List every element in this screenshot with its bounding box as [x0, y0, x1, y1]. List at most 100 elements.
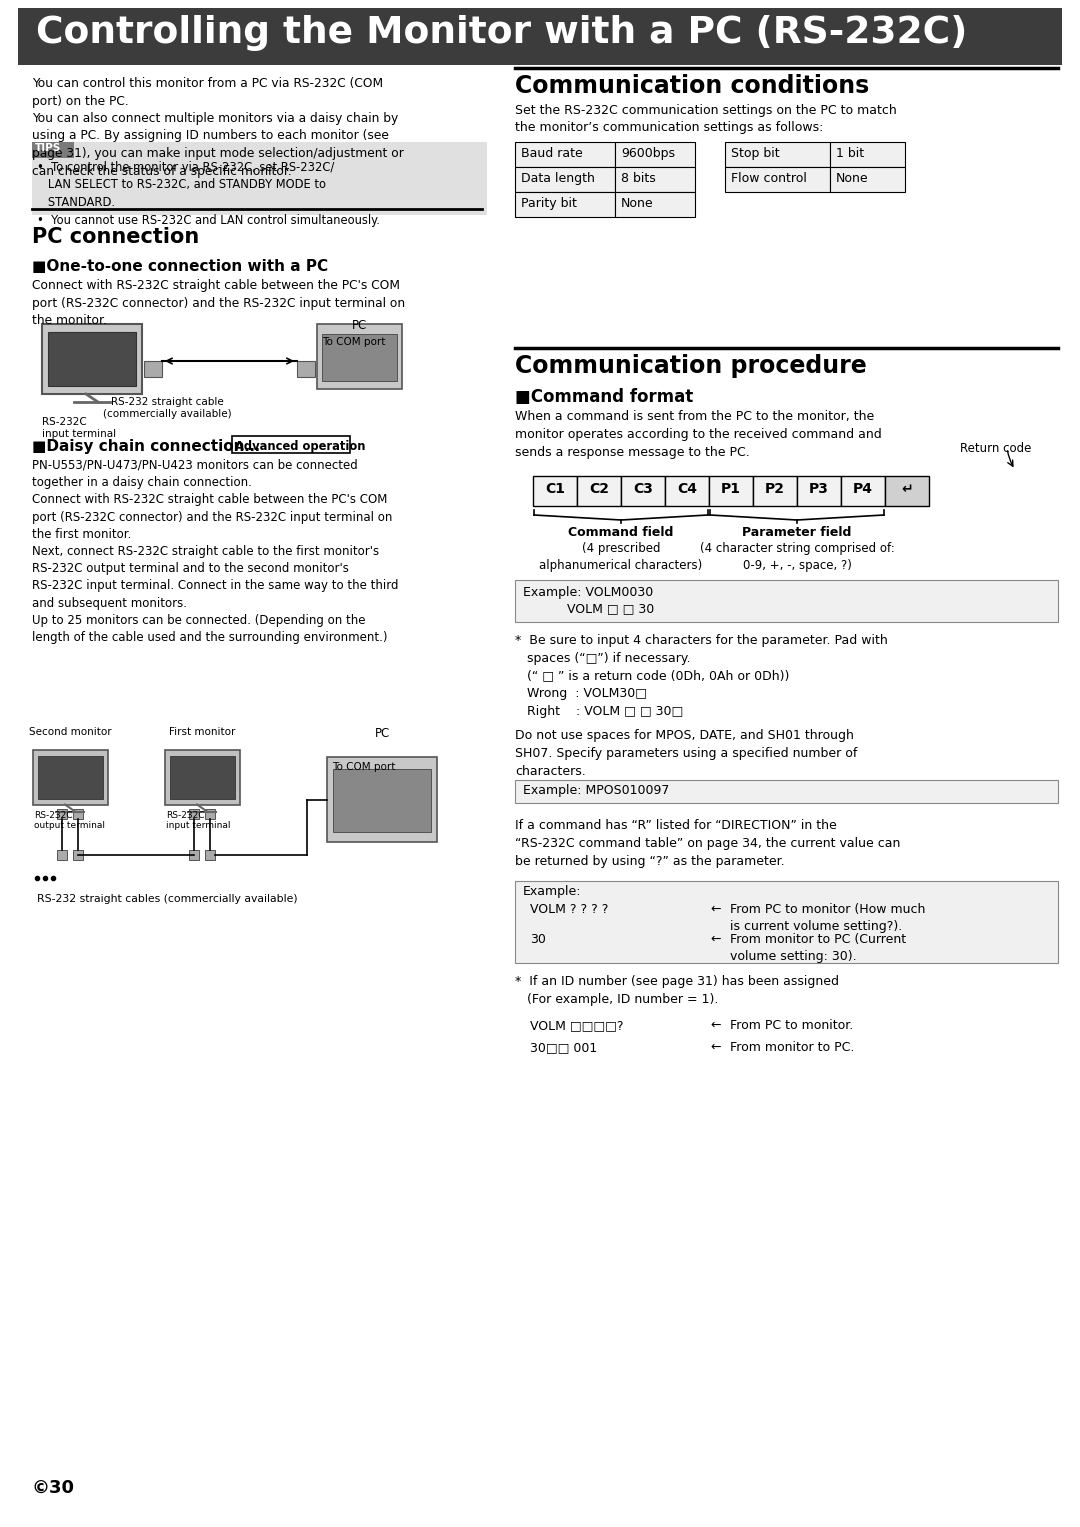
FancyBboxPatch shape [885, 476, 929, 505]
FancyBboxPatch shape [615, 166, 696, 192]
Text: P2: P2 [765, 483, 785, 496]
FancyBboxPatch shape [48, 331, 136, 386]
Text: ←: ← [710, 1019, 720, 1032]
FancyBboxPatch shape [170, 756, 234, 799]
FancyBboxPatch shape [144, 360, 162, 377]
Text: 30□□ 001: 30□□ 001 [530, 1041, 597, 1054]
FancyBboxPatch shape [577, 476, 621, 505]
FancyBboxPatch shape [32, 142, 75, 157]
Text: From PC to monitor.: From PC to monitor. [730, 1019, 853, 1032]
Text: You can control this monitor from a PC via RS-232C (COM
port) on the PC.
You can: You can control this monitor from a PC v… [32, 76, 404, 177]
Text: RS-232C
input terminal: RS-232C input terminal [166, 811, 230, 829]
Text: To COM port: To COM port [322, 337, 386, 347]
Text: *  If an ID number (see page 31) has been assigned
   (For example, ID number = : * If an ID number (see page 31) has been… [515, 976, 839, 1006]
Text: 30: 30 [530, 933, 545, 947]
FancyBboxPatch shape [38, 756, 103, 799]
Text: Command field: Command field [568, 525, 674, 539]
Text: P4: P4 [853, 483, 873, 496]
FancyBboxPatch shape [189, 849, 199, 860]
Text: Controlling the Monitor with a PC (RS-232C): Controlling the Monitor with a PC (RS-23… [36, 15, 968, 50]
FancyBboxPatch shape [327, 757, 437, 841]
Text: 8 bits: 8 bits [621, 173, 656, 185]
Text: PC: PC [352, 319, 367, 331]
Text: P1: P1 [721, 483, 741, 496]
Text: TIPS: TIPS [35, 144, 62, 153]
Text: Flow control: Flow control [731, 173, 807, 185]
Text: PC connection: PC connection [32, 228, 199, 247]
FancyBboxPatch shape [205, 808, 215, 818]
FancyBboxPatch shape [534, 476, 577, 505]
Text: C2: C2 [589, 483, 609, 496]
FancyBboxPatch shape [297, 360, 315, 377]
FancyBboxPatch shape [753, 476, 797, 505]
FancyBboxPatch shape [205, 849, 215, 860]
FancyBboxPatch shape [57, 808, 67, 818]
Text: Example: VOLM0030: Example: VOLM0030 [523, 586, 653, 599]
Text: ←: ← [710, 933, 720, 947]
Text: •  To control the monitor via RS-232C, set RS-232C/
   LAN SELECT to RS-232C, an: • To control the monitor via RS-232C, se… [37, 160, 380, 228]
Text: C4: C4 [677, 483, 697, 496]
Text: VOLM □□□□?: VOLM □□□□? [530, 1019, 623, 1032]
FancyBboxPatch shape [73, 808, 83, 818]
FancyBboxPatch shape [615, 192, 696, 217]
FancyBboxPatch shape [615, 142, 696, 166]
FancyBboxPatch shape [318, 324, 402, 389]
FancyBboxPatch shape [515, 881, 1058, 964]
Text: To COM port: To COM port [332, 762, 395, 773]
Text: Connect with RS-232C straight cable between the PC's COM
port (RS-232C connector: Connect with RS-232C straight cable betw… [32, 279, 405, 327]
Text: 1 bit: 1 bit [836, 147, 864, 160]
Text: 9600bps: 9600bps [621, 147, 675, 160]
Text: When a command is sent from the PC to the monitor, the
monitor operates accordin: When a command is sent from the PC to th… [515, 411, 881, 460]
Text: Second monitor: Second monitor [29, 727, 111, 738]
Text: ←: ← [710, 902, 720, 916]
Text: PC: PC [375, 727, 390, 741]
FancyBboxPatch shape [831, 142, 905, 166]
Text: ↵: ↵ [901, 483, 913, 496]
FancyBboxPatch shape [32, 750, 108, 805]
Text: Stop bit: Stop bit [731, 147, 780, 160]
FancyBboxPatch shape [621, 476, 665, 505]
Text: (4 character string comprised of:
0-9, +, -, space, ?): (4 character string comprised of: 0-9, +… [700, 542, 894, 571]
Text: From monitor to PC (Current
volume setting: 30).: From monitor to PC (Current volume setti… [730, 933, 906, 964]
FancyBboxPatch shape [515, 780, 1058, 803]
FancyBboxPatch shape [831, 166, 905, 192]
Text: Parity bit: Parity bit [521, 197, 577, 211]
FancyBboxPatch shape [57, 849, 67, 860]
Text: ■One-to-one connection with a PC: ■One-to-one connection with a PC [32, 260, 328, 273]
Text: ■Daisy chain connection…: ■Daisy chain connection… [32, 438, 260, 454]
FancyBboxPatch shape [189, 808, 199, 818]
Text: If a command has “R” listed for “DIRECTION” in the
“RS-232C command table” on pa: If a command has “R” listed for “DIRECTI… [515, 818, 901, 867]
FancyBboxPatch shape [164, 750, 240, 805]
Text: C1: C1 [545, 483, 565, 496]
Text: C3: C3 [633, 483, 653, 496]
FancyBboxPatch shape [797, 476, 841, 505]
Text: Example: MPOS010097: Example: MPOS010097 [523, 783, 670, 797]
FancyBboxPatch shape [515, 192, 615, 217]
FancyBboxPatch shape [841, 476, 885, 505]
FancyBboxPatch shape [515, 142, 615, 166]
Text: Example:: Example: [523, 886, 581, 898]
FancyBboxPatch shape [725, 142, 831, 166]
Text: RS-232C
input terminal: RS-232C input terminal [42, 417, 117, 440]
Text: *  Be sure to input 4 characters for the parameter. Pad with
   spaces (“□”) if : * Be sure to input 4 characters for the … [515, 634, 888, 718]
Text: ←: ← [710, 1041, 720, 1054]
Text: Data length: Data length [521, 173, 595, 185]
Text: Set the RS-232C communication settings on the PC to match
the monitor’s communic: Set the RS-232C communication settings o… [515, 104, 896, 134]
Text: Communication procedure: Communication procedure [515, 354, 867, 379]
Text: Communication conditions: Communication conditions [515, 73, 869, 98]
FancyBboxPatch shape [333, 770, 431, 832]
Text: From PC to monitor (How much
is current volume setting?).: From PC to monitor (How much is current … [730, 902, 926, 933]
FancyBboxPatch shape [725, 166, 831, 192]
Text: Advanced operation: Advanced operation [235, 440, 365, 454]
Text: First monitor: First monitor [168, 727, 235, 738]
Text: None: None [621, 197, 653, 211]
Text: RS-232 straight cable
(commercially available): RS-232 straight cable (commercially avai… [103, 397, 231, 420]
Text: (4 prescribed
alphanumerical characters): (4 prescribed alphanumerical characters) [539, 542, 703, 571]
Text: RS-232C
output terminal: RS-232C output terminal [33, 811, 105, 829]
FancyBboxPatch shape [515, 580, 1058, 621]
Text: P3: P3 [809, 483, 829, 496]
Text: Return code: Return code [960, 441, 1031, 455]
Text: Do not use spaces for MPOS, DATE, and SH01 through
SH07. Specify parameters usin: Do not use spaces for MPOS, DATE, and SH… [515, 728, 858, 777]
FancyBboxPatch shape [665, 476, 708, 505]
FancyBboxPatch shape [42, 324, 141, 394]
